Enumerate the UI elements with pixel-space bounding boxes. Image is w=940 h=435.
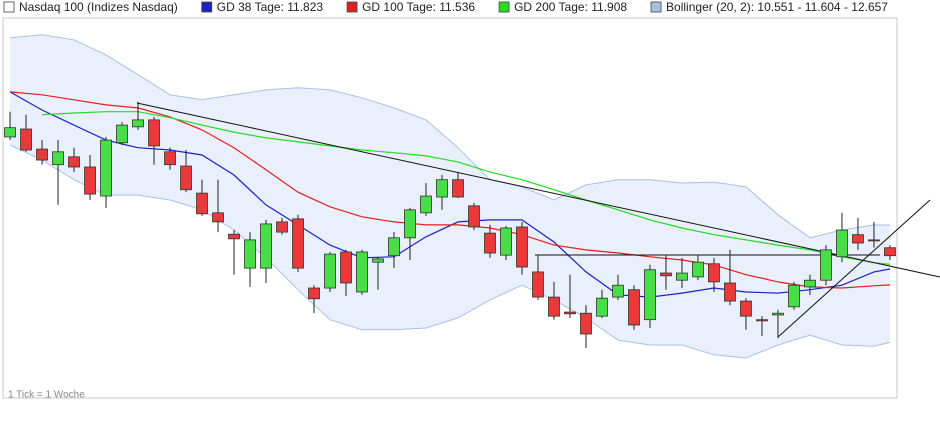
note: 1 Tick = 1 Woche <box>8 390 85 401</box>
legend-swatch <box>346 1 358 13</box>
candle-body <box>484 232 496 254</box>
candle-body <box>388 237 400 257</box>
ma-line <box>9 91 891 289</box>
legend-swatch <box>498 1 510 13</box>
candle-body <box>788 284 800 308</box>
candles <box>4 101 896 349</box>
candle-body <box>308 287 320 300</box>
candle-body <box>692 261 704 278</box>
legend-swatch <box>201 1 213 13</box>
candle-body <box>324 253 336 289</box>
legend-label: Bollinger (20, 2): 10.551 - 11.604 - 12.… <box>666 0 888 14</box>
candle-body <box>68 156 80 168</box>
candle-body <box>612 284 624 298</box>
candle-body <box>708 263 720 283</box>
candle-body <box>164 151 176 166</box>
legend-label: GD 38 Tage: 11.823 <box>217 0 324 14</box>
trend-line <box>777 199 931 338</box>
candle-body <box>404 209 416 239</box>
candle-body <box>52 151 64 166</box>
candle-body <box>420 195 432 214</box>
ma-line <box>9 91 891 298</box>
candle-body <box>212 212 224 223</box>
candle-body <box>532 271 544 298</box>
candle-body <box>340 251 352 284</box>
trend-line <box>136 102 940 278</box>
candle-body <box>660 272 672 277</box>
candle-body <box>244 239 256 269</box>
candle-body <box>868 239 880 242</box>
candle-body <box>740 300 752 317</box>
legend-label: GD 100 Tage: 11.536 <box>362 0 475 14</box>
legend-swatch <box>650 1 662 13</box>
moving-averages <box>9 91 891 298</box>
candle-body <box>132 119 144 128</box>
candle-body <box>148 119 160 147</box>
candle-body <box>516 226 528 268</box>
bollinger-band <box>9 34 891 359</box>
candle-body <box>852 234 864 244</box>
legend-swatch <box>3 1 15 13</box>
candle-body <box>228 233 240 240</box>
candle-body <box>468 205 480 228</box>
candle-body <box>436 179 448 198</box>
candle-body <box>564 311 576 315</box>
legend-label: Nasdaq 100 (Indizes Nasdaq) <box>19 0 178 14</box>
band-line <box>9 144 891 359</box>
candle-body <box>452 179 464 198</box>
candle-body <box>884 247 896 257</box>
candle-body <box>116 124 128 144</box>
candle-body <box>100 139 112 197</box>
band-line <box>9 34 891 239</box>
candle-body <box>36 148 48 161</box>
candle-body <box>756 319 768 322</box>
candle-body <box>580 312 592 335</box>
candle-body <box>260 223 272 269</box>
candle-body <box>596 297 608 317</box>
candle-body <box>772 312 784 316</box>
candle-body <box>180 165 192 191</box>
candle-body <box>676 272 688 281</box>
candle-body <box>548 296 560 317</box>
candle-body <box>628 289 640 326</box>
legend-label: GD 200 Tage: 11.908 <box>514 0 627 14</box>
candle-body <box>804 279 816 288</box>
candle-body <box>724 282 736 302</box>
band-fill <box>10 34 890 359</box>
legend: Nasdaq 100 (Indizes Nasdaq) GD 38 Tage: 1… <box>3 0 888 14</box>
candle-body <box>292 218 304 269</box>
candle-body <box>372 258 384 263</box>
candle-body <box>196 192 208 215</box>
candle-body <box>644 269 656 321</box>
candle-body <box>84 166 96 195</box>
candle-body <box>4 127 16 138</box>
ma-line <box>41 111 891 265</box>
candle-body <box>820 249 832 281</box>
candle-body <box>836 229 848 258</box>
candle-body <box>276 221 288 233</box>
candle-body <box>356 251 368 293</box>
candle-body <box>500 227 512 256</box>
candle-body <box>20 128 32 151</box>
